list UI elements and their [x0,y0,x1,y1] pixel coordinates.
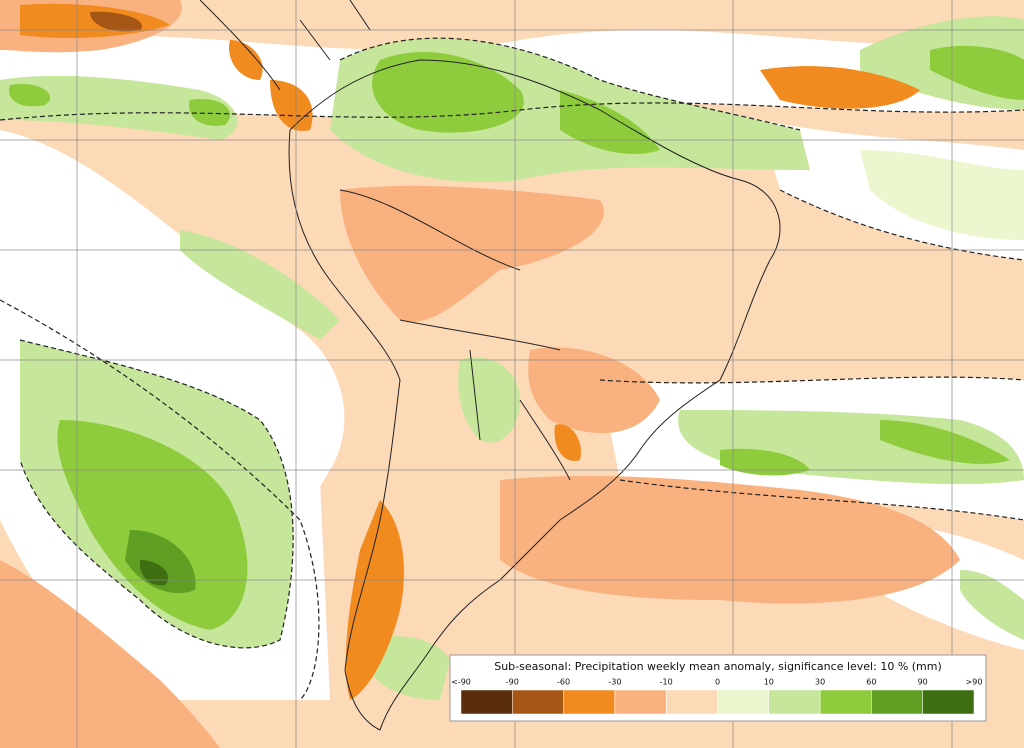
legend-label: -60 [557,678,570,687]
legend-label: 90 [918,678,928,687]
legend-swatch [460,689,513,715]
legend-label: -10 [660,678,673,687]
legend-label: <-90 [451,678,471,687]
legend-label: 10 [764,678,774,687]
legend-swatch [922,689,975,715]
legend-label: >90 [966,678,983,687]
legend-label: -30 [608,678,621,687]
coastlines [199,0,781,731]
legend: Sub-seasonal: Precipitation weekly mean … [449,654,987,722]
legend-label: 60 [866,678,876,687]
legend-swatch [819,689,872,715]
legend-swatch [871,689,923,715]
legend-title: Sub-seasonal: Precipitation weekly mean … [494,660,942,673]
legend-swatch [563,689,616,715]
legend-swatch [512,689,564,715]
legend-label: 0 [715,678,720,687]
legend-swatch [665,689,718,715]
legend-swatch [768,689,821,715]
legend-swatch [614,689,667,715]
significance-contours [0,37,1024,701]
legend-swatch [717,689,770,715]
legend-label: 30 [815,678,825,687]
legend-label: -90 [506,678,519,687]
